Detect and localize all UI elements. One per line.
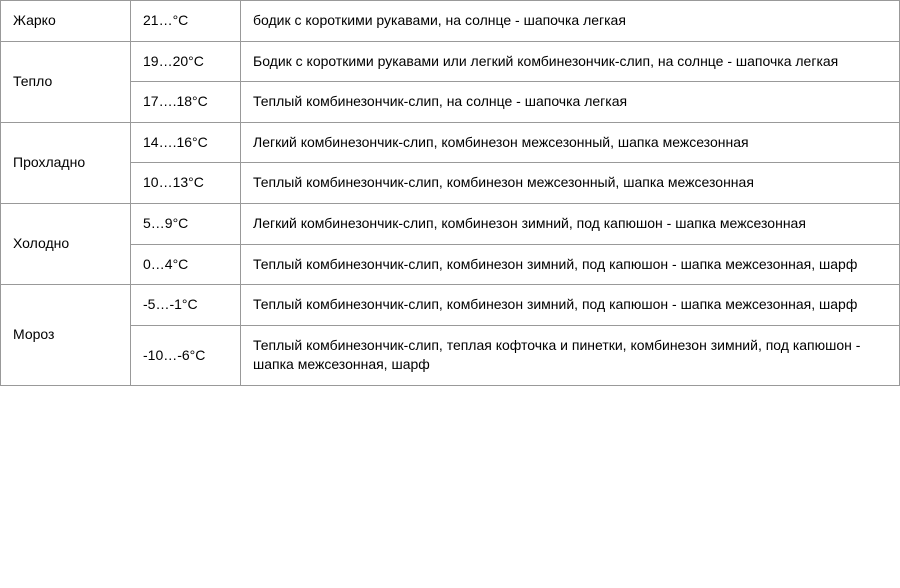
clothes-cell: Теплый комбинезончик-слип, комбинезон зи…	[241, 244, 900, 285]
temp-cell: 19…20°C	[131, 41, 241, 82]
clothes-cell: Теплый комбинезончик-слип, на солнце - ш…	[241, 82, 900, 123]
temp-cell: 0…4°C	[131, 244, 241, 285]
table-row: -10…-6°C Теплый комбинезончик-слип, тепл…	[1, 325, 900, 385]
clothes-cell: Теплый комбинезончик-слип, комбинезон ме…	[241, 163, 900, 204]
clothes-cell: Легкий комбинезончик-слип, комбинезон зи…	[241, 203, 900, 244]
temp-cell: -10…-6°C	[131, 325, 241, 385]
table-row: Мороз -5…-1°C Теплый комбинезончик-слип,…	[1, 285, 900, 326]
table-row: Прохладно 14….16°C Легкий комбинезончик-…	[1, 122, 900, 163]
temp-cell: 17….18°C	[131, 82, 241, 123]
table-row: Жарко 21…°C бодик с короткими рукавами, …	[1, 1, 900, 42]
table-row: Тепло 19…20°C Бодик с короткими рукавами…	[1, 41, 900, 82]
clothes-cell: Теплый комбинезончик-слип, комбинезон зи…	[241, 285, 900, 326]
category-cell: Прохладно	[1, 122, 131, 203]
category-cell: Холодно	[1, 203, 131, 284]
category-cell: Тепло	[1, 41, 131, 122]
clothes-cell: Теплый комбинезончик-слип, теплая кофточ…	[241, 325, 900, 385]
temp-cell: 10…13°C	[131, 163, 241, 204]
table-row: 17….18°C Теплый комбинезончик-слип, на с…	[1, 82, 900, 123]
table-row: Холодно 5…9°C Легкий комбинезончик-слип,…	[1, 203, 900, 244]
table-row: 0…4°C Теплый комбинезончик-слип, комбине…	[1, 244, 900, 285]
category-cell: Жарко	[1, 1, 131, 42]
clothes-cell: Легкий комбинезончик-слип, комбинезон ме…	[241, 122, 900, 163]
temp-cell: 14….16°C	[131, 122, 241, 163]
clothes-cell: Бодик с короткими рукавами или легкий ко…	[241, 41, 900, 82]
temp-cell: 21…°C	[131, 1, 241, 42]
clothes-cell: бодик с короткими рукавами, на солнце - …	[241, 1, 900, 42]
category-cell: Мороз	[1, 285, 131, 386]
temp-cell: -5…-1°C	[131, 285, 241, 326]
temp-cell: 5…9°C	[131, 203, 241, 244]
table-row: 10…13°C Теплый комбинезончик-слип, комби…	[1, 163, 900, 204]
clothing-table: Жарко 21…°C бодик с короткими рукавами, …	[0, 0, 900, 386]
